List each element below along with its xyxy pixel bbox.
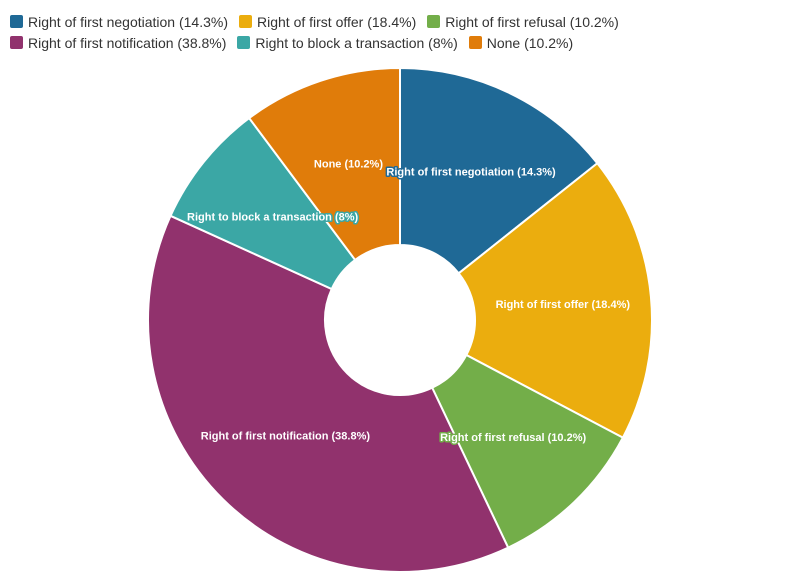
legend-label: Right of first refusal (10.2%) — [445, 13, 619, 30]
slice-label-right-of-first-offer: Right of first offer (18.4%) — [496, 299, 631, 311]
labels-group: Right of first negotiation (14.3%) Right … — [186, 157, 632, 445]
legend-label: Right of first offer (18.4%) — [257, 13, 417, 30]
slice-label-none: None (10.2%) — [314, 159, 383, 171]
slice-label-right-of-first-notification: Right of first notification (38.8%) — [201, 431, 371, 443]
legend-label: Right to block a transaction (8%) — [255, 34, 458, 51]
legend-label: None (10.2%) — [486, 34, 574, 51]
legend-swatch — [10, 36, 23, 49]
legend-item-none[interactable]: None (10.2%) — [468, 34, 574, 51]
legend-swatch — [239, 15, 252, 28]
legend-row: Right of first negotiation (14.3%) Right… — [10, 11, 790, 32]
slice-label-right-of-first-negotiation: Right of first negotiation (14.3%) — [386, 167, 556, 179]
legend-label: Right of first negotiation (14.3%) — [28, 13, 228, 30]
legend-item-block[interactable]: Right to block a transaction (8%) — [237, 34, 458, 51]
legend-swatch — [427, 15, 441, 28]
legend-swatch — [237, 36, 251, 49]
legend-item-negotiation[interactable]: Right of first negotiation (14.3%) — [10, 14, 228, 30]
slice-none[interactable] — [247, 66, 401, 262]
legend-item-offer[interactable]: Right of first offer (18.4%) — [239, 14, 416, 30]
legend-row: Right of first notification (38.8%) Righ… — [10, 32, 790, 53]
legend-item-notification[interactable]: Right of first notification (38.8%) — [10, 35, 226, 51]
legend: Right of first negotiation (14.3%) Right… — [10, 11, 790, 53]
slice-label-right-to-block-a-transaction: Right to block a transaction (8%) — [187, 211, 358, 223]
slice-right-of-first-notification[interactable] — [147, 214, 510, 573]
slice-label-right-of-first-refusal: Right of first refusal (10.2%) — [440, 432, 586, 444]
slices-group — [147, 66, 653, 573]
legend-swatch — [468, 36, 482, 49]
slice-right-of-first-negotiation[interactable] — [399, 66, 599, 275]
legend-swatch — [10, 15, 23, 28]
legend-item-refusal[interactable]: Right of first refusal (10.2%) — [427, 14, 619, 30]
legend-label: Right of first notification (38.8%) — [28, 34, 227, 51]
slice-right-of-first-offer[interactable] — [457, 161, 653, 440]
slice-right-of-first-refusal[interactable] — [430, 353, 625, 549]
